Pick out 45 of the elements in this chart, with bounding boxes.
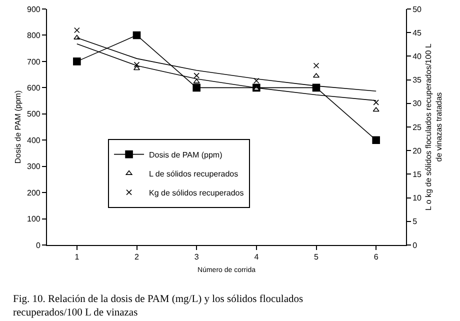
point bbox=[132, 31, 141, 40]
point bbox=[372, 107, 380, 112]
y-tick-label: 700 bbox=[27, 57, 41, 66]
y2-tick-label: 0 bbox=[412, 240, 418, 250]
y-tick-label: 200 bbox=[27, 188, 41, 198]
y2-tick-label: 15 bbox=[412, 170, 422, 179]
y-tick-label: 400 bbox=[27, 136, 41, 145]
y2-tick-label: 5 bbox=[412, 217, 418, 226]
y2-tick-label: 30 bbox=[412, 99, 422, 108]
y2-tick-label: 25 bbox=[412, 122, 422, 132]
point bbox=[192, 84, 200, 92]
y2-tick-label: 20 bbox=[412, 146, 422, 156]
legend-label: L de sólidos recuperados bbox=[149, 169, 238, 178]
y-axis-title: Dosis de PAM (ppm) bbox=[14, 90, 23, 164]
y-tick-label: 0 bbox=[36, 240, 41, 250]
x-tick-label: 3 bbox=[194, 252, 200, 262]
x-tick-label: 2 bbox=[134, 252, 140, 262]
y2-axis-title: L o kg de sólidos floculados recuperados/100 L de vinazas tratadas bbox=[424, 42, 444, 210]
y-tick-label: 300 bbox=[27, 162, 41, 172]
y2-tick-label: 50 bbox=[412, 4, 422, 14]
x-tick-label: 6 bbox=[374, 252, 379, 262]
point bbox=[73, 58, 81, 66]
caption: Fig. 10. Relación de la dosis de PAM (mg/L) y los sólidos floculados recuperados/100 L de vinazas bbox=[13, 294, 304, 319]
y-tick-label: 100 bbox=[27, 214, 41, 224]
point bbox=[134, 62, 140, 68]
point bbox=[74, 27, 80, 34]
x-tick-label: 1 bbox=[74, 252, 80, 262]
x-tick-label: 4 bbox=[254, 252, 260, 262]
point bbox=[254, 78, 260, 84]
y-tick-label: 500 bbox=[27, 110, 41, 119]
point bbox=[372, 136, 380, 144]
y2-tick-label: 35 bbox=[412, 76, 422, 85]
point bbox=[373, 100, 379, 106]
legend-label: Dosis de PAM (ppm) bbox=[149, 150, 223, 160]
y2-tick-label: 40 bbox=[412, 52, 422, 61]
point bbox=[313, 62, 320, 69]
legend-label: Kg de sólidos recuperados bbox=[149, 188, 244, 198]
y2-tick-label: 10 bbox=[412, 194, 422, 203]
point bbox=[193, 78, 200, 84]
y-tick-label: 800 bbox=[27, 31, 41, 40]
y-tick-label: 600 bbox=[27, 83, 41, 92]
x-tick-label: 5 bbox=[314, 252, 320, 262]
y-tick-label: 900 bbox=[27, 4, 41, 14]
y2-tick-label: 45 bbox=[412, 28, 422, 38]
point bbox=[194, 72, 200, 78]
